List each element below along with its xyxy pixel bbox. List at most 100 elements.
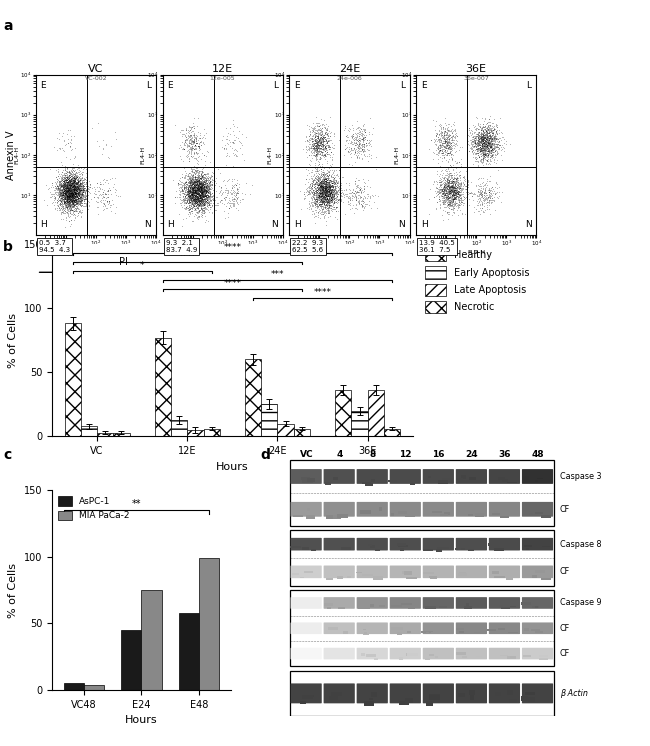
Point [190,151,200,163]
Point [69,201,79,213]
Point [71,177,81,189]
Point [66,184,77,196]
Point [314,175,324,187]
Point [64,184,74,195]
Point [438,132,448,144]
Point [318,178,329,189]
Point [73,188,83,200]
Point [190,175,201,186]
Point [435,138,445,150]
Point [333,172,344,184]
Point [199,186,209,198]
Point [443,133,454,145]
Point [484,146,495,158]
Point [77,189,87,201]
Point [326,186,337,198]
Point [62,191,72,203]
Point [233,186,243,198]
Point [184,210,194,222]
Point [197,185,207,197]
Point [65,185,75,197]
Point [317,197,327,209]
Point [77,168,88,180]
Point [177,201,187,213]
Point [72,202,82,214]
Point [68,195,78,207]
Point [334,193,345,205]
Point [319,200,330,212]
Point [205,191,215,203]
Bar [361,653,365,656]
Point [447,189,457,201]
Point [463,186,473,198]
Point [484,125,495,137]
Point [359,131,370,143]
Point [62,182,72,194]
Point [324,181,335,192]
Point [51,181,61,192]
Point [480,137,491,149]
Point [180,190,190,202]
Point [199,186,209,198]
Point [359,126,370,138]
Point [320,184,330,196]
Point [360,126,370,138]
Point [311,207,322,219]
Point [311,186,322,198]
Point [200,171,211,183]
Point [65,204,75,216]
FancyBboxPatch shape [489,597,520,609]
Point [182,140,192,151]
Point [194,177,205,189]
Point [61,179,72,191]
Point [198,182,209,194]
Point [319,176,330,188]
Point [60,192,70,204]
Point [196,198,207,210]
Point [202,175,213,187]
Point [482,154,492,166]
Point [60,184,70,195]
Point [314,169,324,181]
Point [64,195,74,207]
Point [193,187,203,199]
Point [344,192,355,204]
Point [50,187,60,199]
Point [183,191,193,203]
Point [75,195,85,207]
Point [320,153,330,165]
Point [480,140,491,152]
Point [306,122,316,134]
Point [444,186,454,198]
Point [347,187,358,199]
Point [189,189,200,201]
Point [311,137,321,149]
Point [209,192,219,204]
Point [72,175,83,186]
Point [447,174,457,186]
Point [73,195,84,207]
Point [196,178,206,189]
Point [196,169,206,181]
Point [72,190,82,202]
Point [183,137,194,148]
Point [480,139,491,151]
Point [186,187,196,199]
Point [59,190,70,202]
Point [324,149,335,161]
Point [478,126,488,138]
Point [485,142,495,154]
Point [474,145,485,157]
Point [321,196,332,208]
Point [59,192,70,204]
Point [222,149,232,161]
Point [324,189,334,201]
Point [192,180,202,192]
Point [301,186,311,198]
Point [55,195,66,207]
Point [318,189,328,201]
Point [447,207,458,219]
Point [366,134,376,146]
Point [486,141,496,153]
Point [196,179,207,191]
